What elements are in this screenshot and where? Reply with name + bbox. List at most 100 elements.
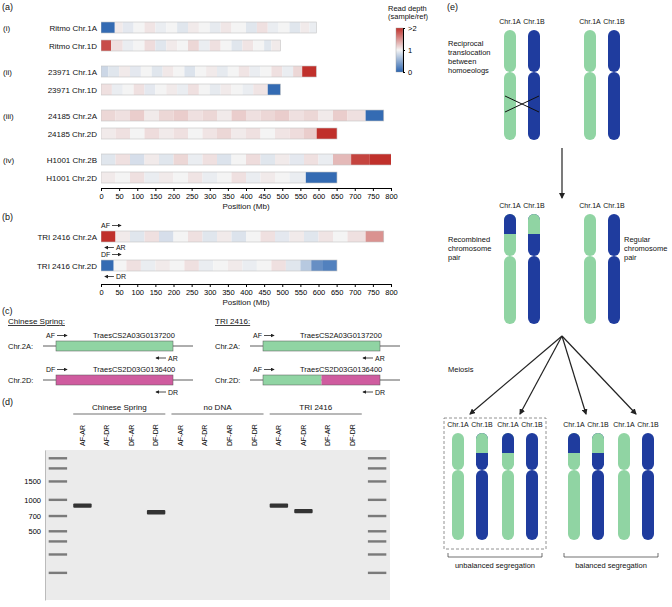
heat-cell xyxy=(101,84,112,95)
tick-mark xyxy=(264,188,265,191)
panel-label: (c) xyxy=(2,306,13,316)
tick-mark xyxy=(192,284,193,287)
chromosome-label: Chr.2D: xyxy=(8,376,33,385)
row-outline xyxy=(101,22,316,33)
tick-mark xyxy=(101,284,102,287)
gene-outline xyxy=(263,341,380,351)
heat-cell xyxy=(232,84,243,95)
tick: 550 xyxy=(295,188,308,201)
tick: AF-AR xyxy=(275,425,282,448)
tick-label: 450 xyxy=(258,288,271,297)
heat-cell xyxy=(290,128,305,139)
stage-text: between xyxy=(448,57,476,66)
row-label: TRI 2416 Chr.2A xyxy=(37,233,97,242)
bracket xyxy=(448,553,542,557)
chromosome-arm xyxy=(568,433,580,470)
heat-cell xyxy=(188,84,199,95)
heat-cell xyxy=(116,172,131,183)
tick-mark xyxy=(300,188,301,191)
heat-cell xyxy=(199,84,210,95)
figure: (a)Ritmo Chr.1A(i)Ritmo Chr.1D23971 Chr.… xyxy=(0,0,672,607)
heat-cell xyxy=(319,154,334,165)
chromosome xyxy=(584,30,596,140)
chromosome-arm xyxy=(618,470,630,540)
tick-mark xyxy=(137,188,138,191)
heat-cell xyxy=(134,84,145,95)
tick-label: 600 xyxy=(313,288,326,297)
chromosome-arm xyxy=(526,470,538,540)
heat-cell xyxy=(306,172,337,183)
heat-row xyxy=(101,66,316,77)
heat-cell xyxy=(290,172,306,183)
chromosome-arm xyxy=(592,433,604,470)
dashed-box xyxy=(444,418,546,549)
chromosome-name: Chr.1A xyxy=(497,421,519,428)
gene-segment xyxy=(56,375,173,385)
tick-mark xyxy=(355,284,356,287)
heat-cell xyxy=(101,22,115,33)
chromosome-name: Chr.1B xyxy=(637,421,659,428)
tick: 350 xyxy=(222,284,235,297)
row-outline xyxy=(101,154,391,165)
bracket xyxy=(564,553,658,557)
heat-cell xyxy=(159,110,174,121)
tick-label: 0 xyxy=(99,288,103,297)
heat-cell xyxy=(145,172,160,183)
tick: DF-DR xyxy=(251,424,258,448)
tick-mark xyxy=(264,284,265,287)
heat-cell xyxy=(369,154,391,165)
chromosome-arm xyxy=(528,256,540,324)
row-label: Ritmo Chr.1D xyxy=(49,42,97,51)
tick: 500 xyxy=(276,188,289,201)
chromosome xyxy=(476,433,488,540)
row-label: 23971 Chr.1D xyxy=(48,86,98,95)
axis-title: Position (Mb) xyxy=(222,202,269,211)
heat-cell xyxy=(228,66,239,77)
stage-text: Regular xyxy=(624,235,651,244)
tick-mark xyxy=(210,188,211,191)
lane-label: AF-DR xyxy=(201,425,208,446)
chromosome xyxy=(526,433,538,540)
tick: 800 xyxy=(385,188,398,201)
heat-cell xyxy=(261,231,276,242)
tick-mark xyxy=(319,284,320,287)
tick-label: 150 xyxy=(150,288,163,297)
tick: 400 xyxy=(240,188,253,201)
heat-cell xyxy=(199,40,210,51)
ladder-band xyxy=(49,499,67,501)
chromosome-arm xyxy=(642,470,654,540)
lane-label: AF-AR xyxy=(79,425,86,446)
heat-row xyxy=(101,84,280,95)
tick-label: 500 xyxy=(276,288,289,297)
arrow xyxy=(156,392,166,393)
group-line xyxy=(171,414,263,415)
row-outline xyxy=(101,172,337,183)
arrow xyxy=(156,358,166,359)
heat-cell xyxy=(217,128,232,139)
tick: 450 xyxy=(258,188,271,201)
tick-label: 700 xyxy=(349,192,362,201)
tick-label: 50 xyxy=(115,192,123,201)
heat-cell xyxy=(203,172,218,183)
group-label: (iv) xyxy=(3,156,14,165)
tick-mark xyxy=(403,28,405,29)
heat-cell xyxy=(145,22,156,33)
heat-cell xyxy=(126,260,141,271)
heat-cell xyxy=(130,154,145,165)
primer-label: AF xyxy=(253,332,262,339)
heat-cell xyxy=(232,22,247,33)
chromosome-name: Chr.1B xyxy=(523,202,545,209)
ladder-band xyxy=(49,540,67,542)
heat-cell xyxy=(203,154,218,165)
heat-cell xyxy=(174,154,189,165)
heat-cell xyxy=(300,22,309,33)
tick: 700 xyxy=(28,512,45,521)
chromosome-arm xyxy=(504,72,516,140)
chromosome-name: Chr.1A xyxy=(579,18,601,25)
heat-cell xyxy=(188,154,203,165)
tick-mark xyxy=(174,188,175,191)
chromosome-arm xyxy=(584,30,596,72)
axis-title: Position (Mb) xyxy=(222,298,269,307)
heat-cell xyxy=(242,84,253,95)
heat-cell xyxy=(206,66,217,77)
